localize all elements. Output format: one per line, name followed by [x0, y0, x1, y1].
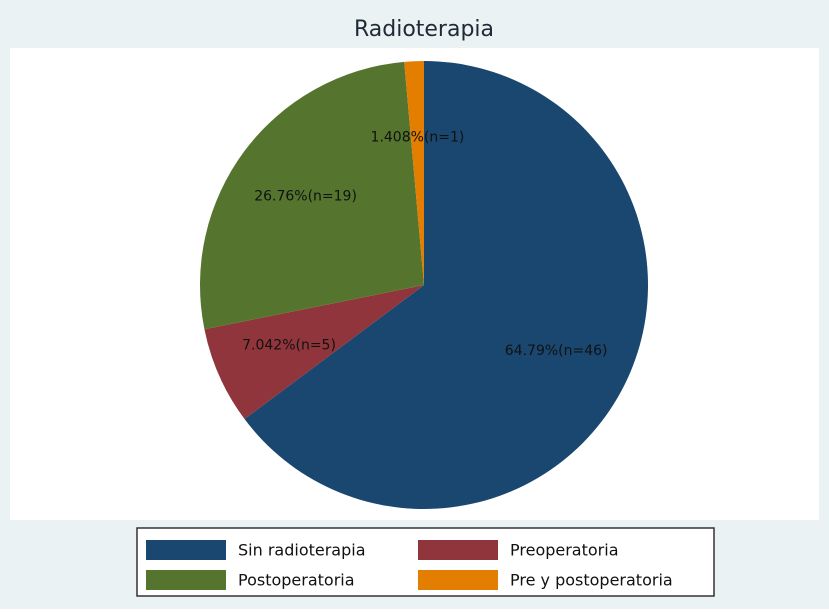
chart-title: Radioterapia [354, 17, 494, 42]
legend-swatch [418, 570, 498, 590]
legend-label: Postoperatoria [238, 571, 355, 590]
pie-slice [404, 61, 424, 285]
legend-label: Pre y postoperatoria [510, 571, 673, 590]
pie-slice [244, 61, 649, 509]
data-label: 64.79%(n=46) [505, 343, 608, 359]
data-label: 26.76%(n=19) [254, 189, 357, 205]
pie-slice [204, 285, 424, 420]
data-label: 7.042%(n=5) [242, 337, 336, 353]
data-label: 1.408%(n=1) [371, 129, 465, 145]
pie-slice [200, 61, 424, 330]
legend-swatch [146, 570, 226, 590]
legend-swatch [418, 540, 498, 560]
legend-swatch [146, 540, 226, 560]
legend-label: Sin radioterapia [238, 541, 366, 560]
legend-label: Preoperatoria [510, 541, 619, 560]
